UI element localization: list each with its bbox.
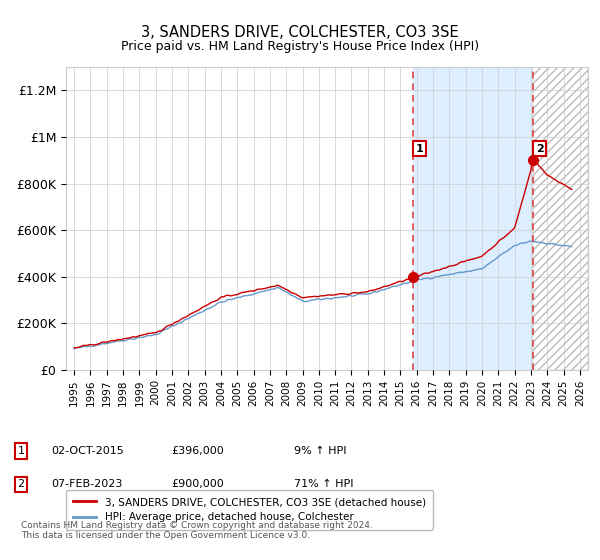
Text: 2: 2 (536, 143, 544, 153)
Text: £900,000: £900,000 (171, 479, 224, 489)
Legend: 3, SANDERS DRIVE, COLCHESTER, CO3 3SE (detached house), HPI: Average price, deta: 3, SANDERS DRIVE, COLCHESTER, CO3 3SE (d… (66, 490, 433, 530)
Bar (413, 67, 533, 370)
Text: 9% ↑ HPI: 9% ↑ HPI (294, 446, 347, 456)
Text: £396,000: £396,000 (171, 446, 224, 456)
Text: Contains HM Land Registry data © Crown copyright and database right 2024.
This d: Contains HM Land Registry data © Crown c… (21, 521, 373, 540)
Text: Price paid vs. HM Land Registry's House Price Index (HPI): Price paid vs. HM Land Registry's House … (121, 40, 479, 53)
Text: 1: 1 (17, 446, 25, 456)
Text: 1: 1 (416, 143, 424, 153)
Text: 2: 2 (17, 479, 25, 489)
Text: 07-FEB-2023: 07-FEB-2023 (51, 479, 122, 489)
Text: 3, SANDERS DRIVE, COLCHESTER, CO3 3SE: 3, SANDERS DRIVE, COLCHESTER, CO3 3SE (141, 25, 459, 40)
Bar (533, 67, 588, 370)
Text: 02-OCT-2015: 02-OCT-2015 (51, 446, 124, 456)
Text: 71% ↑ HPI: 71% ↑ HPI (294, 479, 353, 489)
